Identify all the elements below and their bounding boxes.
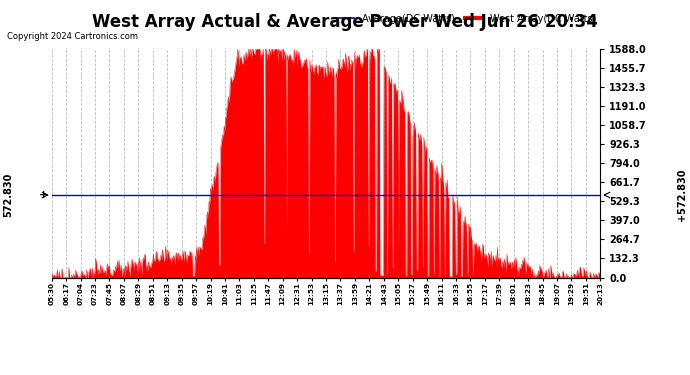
Text: 572.830: 572.830: [3, 173, 13, 217]
Text: Copyright 2024 Cartronics.com: Copyright 2024 Cartronics.com: [7, 32, 138, 41]
Text: West Array Actual & Average Power Wed Jun 26 20:34: West Array Actual & Average Power Wed Ju…: [92, 13, 598, 31]
Legend: Average(DC Watts), West Array(DC Watts): Average(DC Watts), West Array(DC Watts): [333, 10, 600, 28]
Text: +572.830: +572.830: [677, 169, 687, 221]
Text: +: +: [39, 190, 48, 200]
